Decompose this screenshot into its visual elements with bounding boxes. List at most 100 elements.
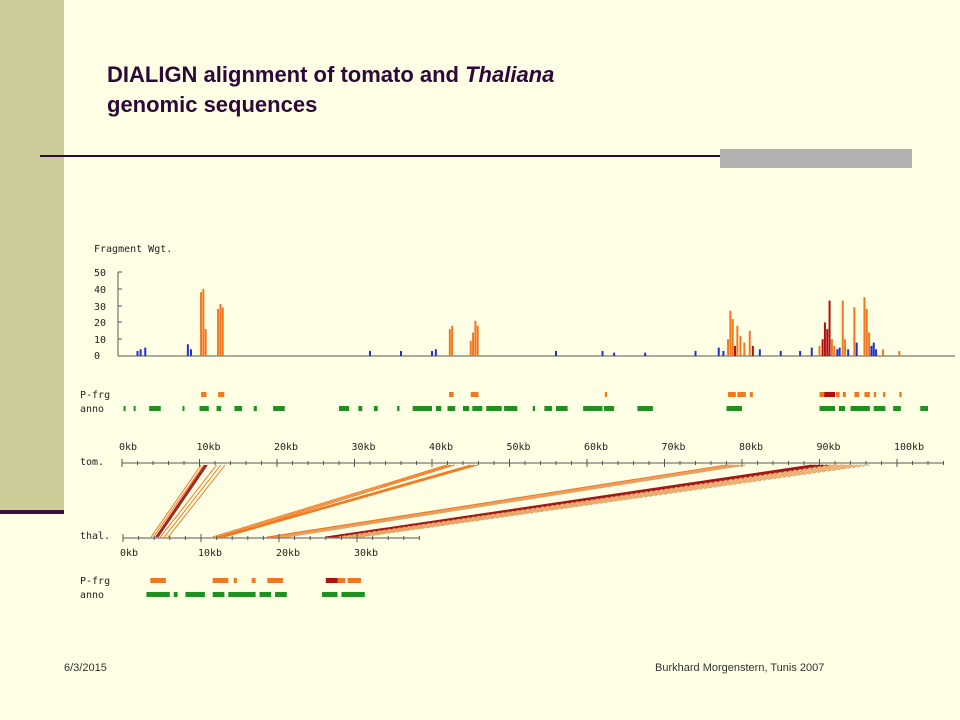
weight-bar bbox=[751, 345, 754, 356]
anno-segment bbox=[873, 406, 886, 411]
weight-bar bbox=[821, 339, 824, 356]
weight-bar bbox=[828, 300, 831, 356]
weight-bar bbox=[189, 349, 192, 356]
pfrg-segment bbox=[824, 392, 835, 397]
anno-segment bbox=[412, 406, 432, 411]
weight-bar bbox=[144, 347, 147, 356]
anno-segment bbox=[504, 406, 518, 411]
pfrg-segment bbox=[337, 578, 346, 583]
dialign-figure: Fragment Wgt. 50 40 30 20 10 0 P-frg ann… bbox=[80, 244, 955, 601]
weight-bar bbox=[136, 350, 139, 356]
anno-segment bbox=[123, 406, 126, 411]
pfrg-segment bbox=[899, 392, 902, 397]
pfrg-segment bbox=[854, 392, 860, 397]
slide-title: DIALIGN alignment of tomato and Thaliana… bbox=[107, 60, 867, 120]
anno-segment bbox=[275, 592, 287, 597]
pfrg-segment bbox=[749, 392, 753, 397]
weight-bar bbox=[448, 329, 451, 356]
pfrg-segment bbox=[819, 392, 825, 397]
anno-segment bbox=[358, 406, 363, 411]
alignment-line bbox=[360, 464, 870, 538]
weight-bar bbox=[743, 342, 746, 356]
weight-bar bbox=[434, 349, 437, 356]
pfrg-segment bbox=[737, 392, 746, 397]
anno-segment bbox=[321, 592, 338, 597]
weight-bar bbox=[555, 350, 557, 356]
axis-tick-label: 90kb bbox=[817, 442, 841, 453]
weight-bar bbox=[830, 339, 833, 356]
anno-segment bbox=[173, 592, 178, 597]
anno-segment bbox=[604, 406, 615, 411]
pfrg-segment bbox=[251, 578, 256, 583]
axis-tick-label: 80kb bbox=[739, 442, 763, 453]
weight-bar bbox=[200, 292, 203, 356]
weight-bar bbox=[476, 325, 479, 356]
alignment-line bbox=[150, 464, 202, 538]
weight-bar bbox=[217, 308, 220, 356]
pfrg-segment bbox=[325, 578, 338, 583]
pfrg-segment bbox=[470, 392, 479, 397]
left-accent-bar bbox=[0, 0, 64, 510]
weight-bar bbox=[221, 307, 224, 356]
weight-bar bbox=[186, 344, 189, 356]
anno-segment bbox=[259, 592, 272, 597]
weight-bar bbox=[779, 350, 782, 356]
pfrg-segment bbox=[201, 392, 207, 397]
pfrg-segment bbox=[150, 578, 166, 583]
anno-segment bbox=[273, 406, 285, 411]
anno-segment bbox=[819, 406, 835, 411]
weight-bar bbox=[694, 350, 697, 356]
anno-segment bbox=[472, 406, 483, 411]
weight-bar bbox=[872, 342, 875, 356]
weight-bar bbox=[863, 297, 866, 356]
tom-anno-label: anno bbox=[80, 404, 104, 415]
axis-tick-label: 70kb bbox=[662, 442, 686, 453]
alignment-line bbox=[153, 464, 205, 538]
pfrg-segment bbox=[218, 392, 225, 397]
weight-bar bbox=[472, 332, 475, 356]
anno-segment bbox=[373, 406, 378, 411]
alignment-line bbox=[212, 464, 447, 538]
alignment-lines bbox=[150, 464, 870, 538]
fragment-weight-label: Fragment Wgt. bbox=[94, 244, 172, 255]
weight-bar bbox=[826, 329, 829, 356]
thal-label: thal. bbox=[80, 531, 110, 542]
anno-segment bbox=[228, 592, 256, 597]
title-italic: Thaliana bbox=[465, 62, 555, 87]
anno-segment bbox=[212, 592, 225, 597]
pfrg-segment bbox=[883, 392, 886, 397]
weight-tick-label: 20 bbox=[94, 318, 106, 329]
anno-segment bbox=[726, 406, 742, 411]
weight-tick-label: 10 bbox=[94, 335, 106, 346]
pfrg-segment bbox=[449, 392, 454, 397]
anno-segment bbox=[583, 406, 603, 411]
anno-segment bbox=[149, 406, 161, 411]
weight-bar bbox=[601, 350, 604, 356]
weight-bar bbox=[369, 350, 371, 356]
weight-bar bbox=[855, 342, 858, 356]
weight-bars bbox=[136, 288, 901, 356]
weight-bar bbox=[731, 319, 734, 356]
alignment-line bbox=[167, 464, 226, 538]
tom-pfrg-label: P-frg bbox=[80, 390, 110, 401]
anno-segment bbox=[216, 406, 222, 411]
weight-bar bbox=[833, 345, 836, 356]
anno-segment bbox=[182, 406, 185, 411]
weight-tick-labels: 50 40 30 20 10 0 bbox=[94, 268, 106, 362]
anno-segment bbox=[146, 592, 170, 597]
weight-bar bbox=[853, 307, 856, 356]
weight-bar bbox=[748, 330, 751, 356]
thal-axis: 0kb 10kb 20kb 30kb bbox=[120, 534, 420, 559]
weight-bar bbox=[898, 350, 901, 356]
alignment-line bbox=[224, 464, 478, 538]
pfrg-segment bbox=[873, 392, 877, 397]
weight-bar bbox=[882, 349, 885, 356]
footer-date: 6/3/2015 bbox=[64, 662, 107, 674]
weight-bar bbox=[865, 308, 868, 356]
axis-tick-label: 30kb bbox=[354, 548, 378, 559]
thal-anno-track bbox=[146, 592, 365, 597]
anno-segment bbox=[253, 406, 257, 411]
pfrg-segment bbox=[864, 392, 870, 397]
weight-bar bbox=[818, 345, 821, 356]
axis-tick-label: 40kb bbox=[429, 442, 453, 453]
